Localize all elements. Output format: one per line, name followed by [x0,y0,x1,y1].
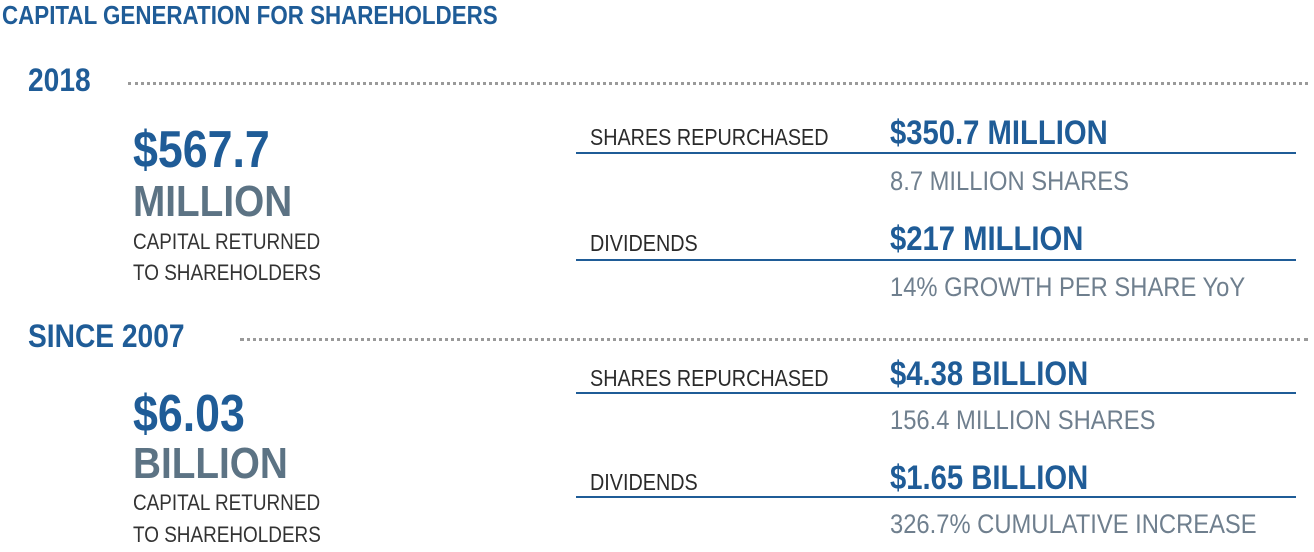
row-value-shares-repurchased-2018: $350.7 MILLION [890,114,1108,152]
row-rule [576,152,1296,154]
row-rule [576,259,1296,261]
section-heading-since-2007: SINCE 2007 [28,318,185,354]
row-label-dividends-2018: DIVIDENDS [590,230,698,256]
dotted-divider [128,82,1308,85]
caption-line2-since-2007: TO SHAREHOLDERS [133,522,321,547]
row-value-shares-repurchased-since-2007: $4.38 BILLION [890,355,1089,393]
row-rule [576,392,1296,394]
caption-line1-2018: CAPITAL RETURNED [133,229,321,254]
page-title: CAPITAL GENERATION FOR SHAREHOLDERS [2,0,498,30]
row-note-shares-repurchased-since-2007: 156.4 MILLION SHARES [890,405,1156,435]
total-amount-2018: $567.7 [133,121,270,179]
row-value-dividends-since-2007: $1.65 BILLION [890,459,1089,497]
total-amount-since-2007: $6.03 [133,385,245,443]
total-unit-since-2007: BILLION [133,439,288,488]
row-rule [576,496,1296,498]
caption-line1-since-2007: CAPITAL RETURNED [133,490,321,515]
row-note-dividends-since-2007: 326.7% CUMULATIVE INCREASE [890,509,1257,539]
row-label-shares-repurchased-since-2007: SHARES REPURCHASED [590,365,829,391]
dotted-divider [240,338,1308,341]
row-value-dividends-2018: $217 MILLION [890,220,1084,258]
total-unit-2018: MILLION [133,177,293,226]
row-note-shares-repurchased-2018: 8.7 MILLION SHARES [890,166,1130,196]
row-note-dividends-2018: 14% GROWTH PER SHARE YoY [890,272,1246,302]
row-label-dividends-since-2007: DIVIDENDS [590,469,698,495]
row-label-shares-repurchased-2018: SHARES REPURCHASED [590,124,829,150]
caption-line2-2018: TO SHAREHOLDERS [133,260,321,285]
section-heading-2018: 2018 [28,62,91,98]
